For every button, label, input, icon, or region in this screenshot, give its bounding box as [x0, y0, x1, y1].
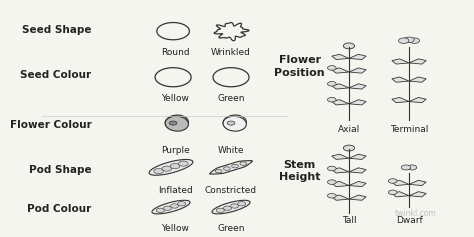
Ellipse shape	[223, 116, 246, 131]
Text: Seed Shape: Seed Shape	[22, 25, 91, 35]
Polygon shape	[149, 160, 193, 175]
Polygon shape	[223, 206, 231, 210]
Polygon shape	[332, 100, 349, 105]
Polygon shape	[179, 161, 188, 166]
Polygon shape	[170, 164, 180, 169]
Polygon shape	[227, 121, 235, 125]
Polygon shape	[215, 169, 222, 173]
Polygon shape	[388, 190, 397, 195]
Polygon shape	[404, 37, 414, 42]
Polygon shape	[332, 84, 349, 89]
Polygon shape	[392, 192, 409, 197]
Polygon shape	[332, 168, 349, 173]
Text: Yellow: Yellow	[161, 94, 189, 103]
Text: Pod Shape: Pod Shape	[29, 165, 91, 175]
Polygon shape	[332, 154, 349, 160]
Text: Pod Colour: Pod Colour	[27, 204, 91, 214]
Text: Green: Green	[217, 224, 245, 233]
Text: Tall: Tall	[342, 216, 356, 225]
Polygon shape	[409, 97, 426, 103]
Text: twinkl.com: twinkl.com	[394, 210, 437, 218]
Polygon shape	[171, 204, 179, 208]
Ellipse shape	[165, 116, 189, 131]
Text: Yellow: Yellow	[161, 224, 189, 233]
Text: Green: Green	[217, 94, 245, 103]
Polygon shape	[230, 204, 239, 208]
Polygon shape	[392, 180, 409, 186]
Polygon shape	[349, 182, 366, 187]
Polygon shape	[407, 165, 417, 170]
Text: Axial: Axial	[338, 125, 360, 134]
Polygon shape	[328, 82, 336, 86]
Polygon shape	[332, 68, 349, 73]
Polygon shape	[156, 208, 164, 213]
Polygon shape	[349, 154, 366, 160]
Text: White: White	[218, 146, 244, 155]
Polygon shape	[343, 43, 355, 49]
Polygon shape	[232, 164, 238, 168]
Polygon shape	[162, 166, 172, 171]
Polygon shape	[210, 161, 252, 174]
Text: Flower Colour: Flower Colour	[10, 120, 91, 130]
Polygon shape	[332, 195, 349, 200]
Polygon shape	[328, 66, 336, 70]
Text: Seed Colour: Seed Colour	[20, 70, 91, 80]
Polygon shape	[392, 77, 409, 82]
Polygon shape	[349, 100, 366, 105]
Polygon shape	[401, 165, 411, 170]
Text: Terminal: Terminal	[390, 125, 428, 134]
Text: Round: Round	[161, 48, 190, 57]
Polygon shape	[240, 162, 247, 165]
Ellipse shape	[223, 115, 246, 130]
Polygon shape	[328, 166, 336, 171]
Polygon shape	[328, 97, 336, 102]
Polygon shape	[237, 202, 246, 206]
Polygon shape	[409, 77, 426, 82]
Polygon shape	[349, 168, 366, 173]
Text: Dwarf: Dwarf	[396, 216, 422, 225]
Polygon shape	[223, 167, 230, 170]
Polygon shape	[409, 192, 426, 197]
Polygon shape	[178, 202, 186, 206]
Polygon shape	[332, 182, 349, 187]
Polygon shape	[328, 180, 336, 184]
Polygon shape	[152, 200, 190, 214]
Polygon shape	[349, 54, 366, 59]
Polygon shape	[164, 206, 172, 210]
Polygon shape	[332, 54, 349, 59]
Polygon shape	[349, 84, 366, 89]
Polygon shape	[409, 180, 426, 186]
Polygon shape	[409, 38, 419, 43]
Polygon shape	[409, 59, 426, 64]
Polygon shape	[399, 38, 409, 43]
Polygon shape	[169, 121, 177, 125]
Polygon shape	[349, 68, 366, 73]
Polygon shape	[392, 97, 409, 103]
Text: Stem
Height: Stem Height	[279, 160, 320, 182]
Polygon shape	[349, 195, 366, 200]
Text: Flower
Position: Flower Position	[274, 55, 325, 77]
Polygon shape	[392, 59, 409, 64]
Polygon shape	[212, 200, 250, 214]
Ellipse shape	[165, 115, 189, 130]
Polygon shape	[388, 179, 397, 183]
Text: Wrinkled: Wrinkled	[211, 48, 251, 57]
Polygon shape	[154, 169, 164, 174]
Text: Inflated: Inflated	[158, 186, 192, 195]
Polygon shape	[343, 145, 355, 151]
Polygon shape	[328, 193, 336, 198]
Polygon shape	[216, 208, 224, 213]
Text: Constricted: Constricted	[205, 186, 257, 195]
Text: Purple: Purple	[161, 146, 190, 155]
